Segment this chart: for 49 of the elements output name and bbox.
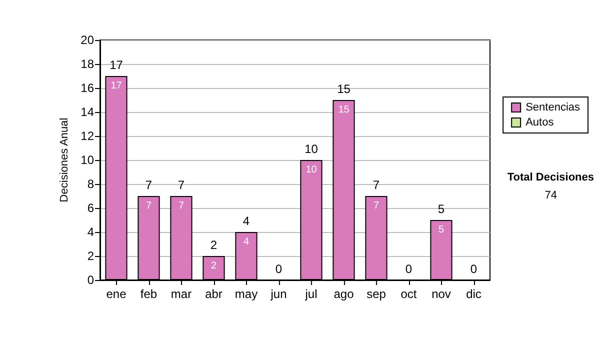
x-tick-label: ago (334, 287, 354, 301)
y-tick-label: 20 (80, 33, 94, 47)
data-label: 4 (243, 236, 250, 248)
x-tick-label: abr (205, 287, 222, 301)
legend-label: Autos (526, 116, 554, 128)
total-label: 0 (405, 262, 412, 276)
total-label: 7 (145, 178, 152, 192)
text: 74 (544, 190, 558, 202)
total-label: 2 (210, 238, 218, 252)
total-label: 15 (337, 82, 351, 96)
text: Total Decisiones (507, 172, 594, 184)
x-tick-label: jun (270, 287, 287, 301)
total-label: 7 (372, 178, 380, 192)
y-tick-label: 16 (80, 81, 94, 95)
total-label: 4 (242, 214, 250, 228)
total-label: 0 (470, 262, 478, 276)
data-label: 7 (178, 200, 184, 212)
y-tick-label: 4 (87, 225, 94, 239)
total-label: 17 (110, 58, 124, 72)
x-tick-label: may (234, 287, 258, 301)
x-tick-label: feb (140, 287, 158, 301)
legend-label: Sentencias (526, 102, 580, 114)
y-tick-label: 0 (87, 273, 94, 287)
total-label: 5 (438, 202, 445, 216)
x-tick-label: ene (106, 287, 127, 301)
data-label: 5 (438, 224, 444, 236)
total-label: 10 (304, 142, 318, 156)
x-tick-label: jul (304, 287, 318, 301)
y-tick-label: 18 (80, 57, 94, 71)
y-tick-label: 8 (87, 177, 94, 191)
data-label: 10 (306, 164, 318, 176)
data-label: 2 (210, 260, 217, 272)
y-axis-title: Decisiones Anual (58, 118, 70, 202)
x-tick-label: nov (432, 287, 451, 301)
y-tick-label: 6 (87, 201, 94, 215)
data-label: 15 (338, 104, 350, 116)
y-tick-label: 14 (80, 105, 94, 119)
total-label: 7 (178, 178, 185, 192)
y-tick-label: 2 (87, 249, 94, 263)
x-tick-label: sep (366, 287, 386, 301)
y-tick-label: 10 (80, 153, 94, 167)
data-label: 7 (146, 200, 152, 212)
total-label: 0 (275, 262, 282, 276)
x-tick-label: oct (400, 287, 418, 301)
y-tick-label: 12 (80, 129, 94, 143)
x-tick-label: mar (170, 287, 192, 301)
data-label: 17 (110, 80, 122, 92)
x-tick-label: dic (466, 287, 482, 301)
data-label: 7 (373, 200, 380, 212)
